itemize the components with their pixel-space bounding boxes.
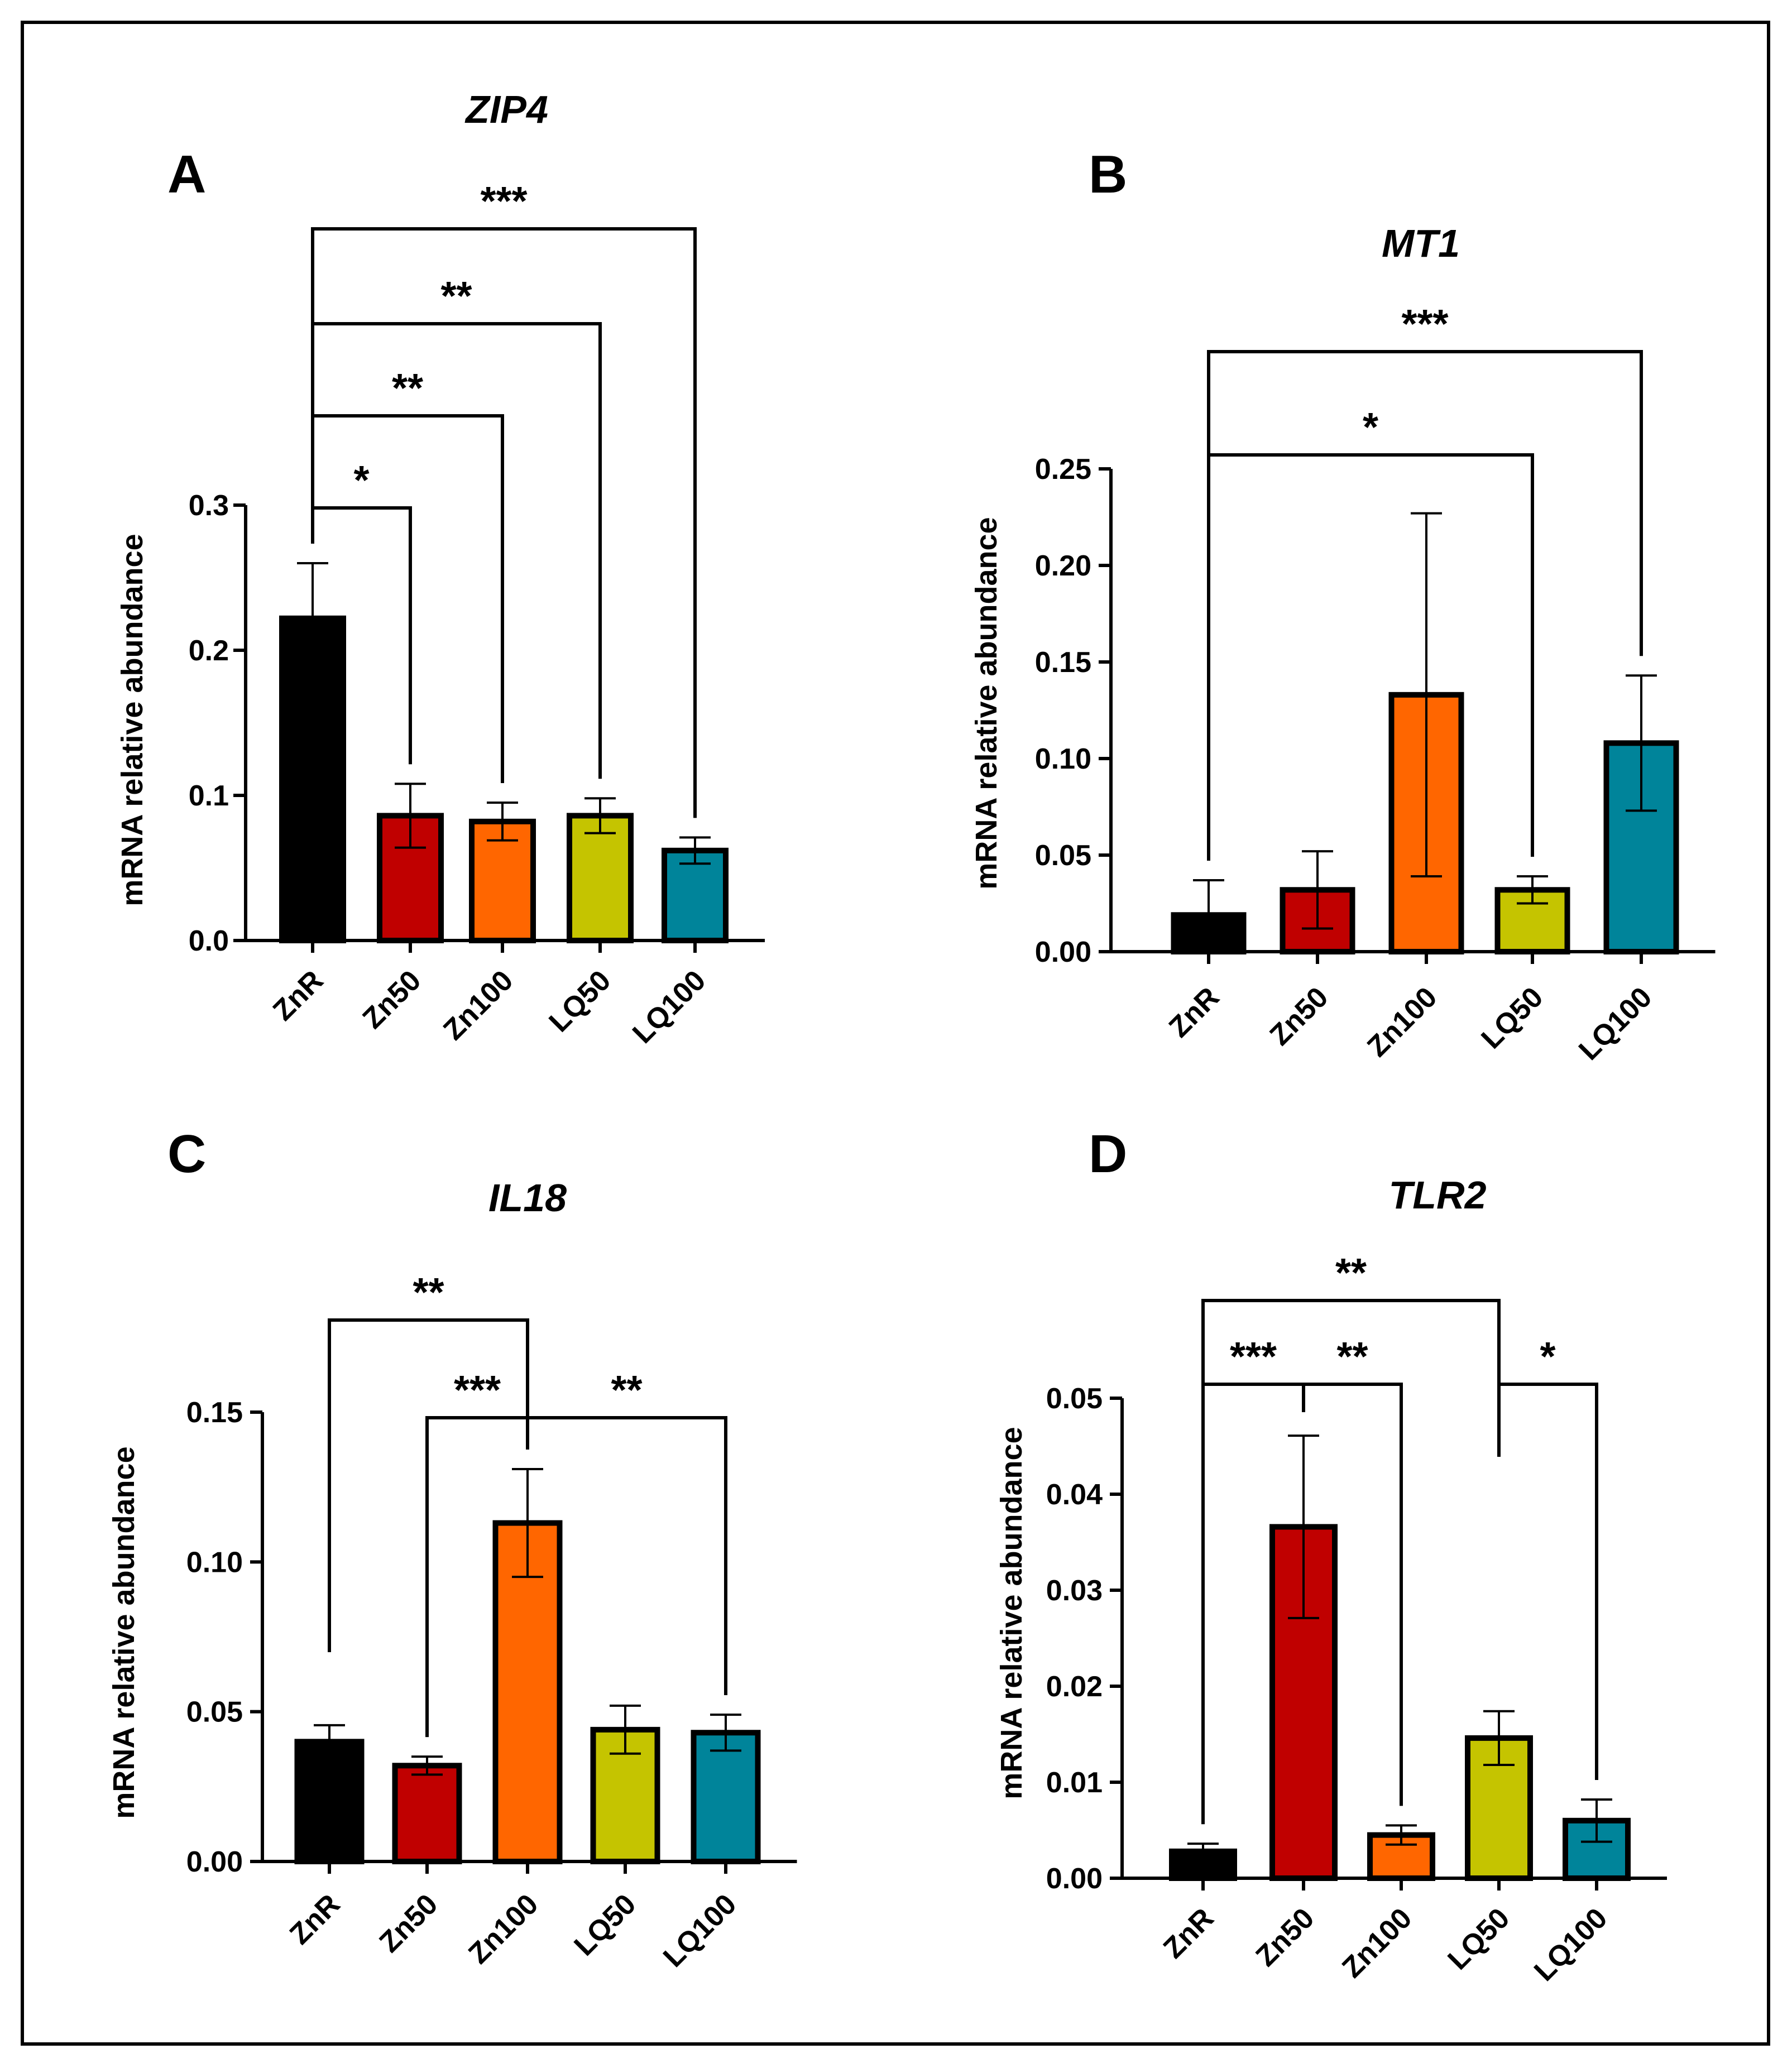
panel-d-error-bar-lq100: [1581, 1798, 1612, 1843]
panel-a-error-bar-znr: [297, 562, 328, 675]
panel-d-significance-label: **: [1336, 1335, 1368, 1379]
panel-a-bar-lq50: [567, 813, 634, 944]
panel-d-y-axis-title: mRNA relative abundance: [995, 1427, 1028, 1799]
panel-c-significance-label: **: [413, 1270, 444, 1315]
panel-b-significance-bracket: ***: [1207, 302, 1643, 861]
panel-a-title: ZIP4: [464, 88, 548, 131]
panel-d-letter: D: [1089, 1124, 1127, 1184]
panel-d-significance-label: ***: [1230, 1335, 1277, 1379]
panel-b-y-tick-label: 0.15: [1035, 646, 1091, 679]
panel-c-error-bar-zn50: [411, 1755, 443, 1776]
panel-d-error-bar-znr: [1187, 1843, 1219, 1860]
panel-c-y-tick-label: 0.10: [186, 1546, 243, 1578]
panel-d-y-tick-label: 0.04: [1046, 1479, 1103, 1511]
panel-d-y-tick-label: 0.03: [1046, 1575, 1103, 1607]
panel-c-bar-znr: [294, 1739, 365, 1864]
panel-a-y-tick-label: 0.0: [189, 925, 229, 957]
panel-b-significance-label: *: [1363, 405, 1378, 450]
panel-a-significance-label: ***: [480, 179, 527, 224]
panel-d-error-bar-zn100: [1386, 1824, 1417, 1846]
panel-a-error-bar-lq100: [679, 836, 711, 865]
panel-a-significance-bracket: ***: [311, 179, 697, 818]
panel-d-y-tick-label: 0.00: [1046, 1863, 1103, 1895]
panel-b-letter: B: [1089, 145, 1127, 204]
panel-b-error-bar-zn100: [1411, 512, 1442, 878]
panel-c-significance-bracket: **: [328, 1270, 529, 1652]
panel-c-y-axis-title: mRNA relative abundance: [107, 1446, 141, 1819]
panel-b-significance-label: ***: [1401, 302, 1448, 347]
panel-d-significance-label: *: [1540, 1335, 1555, 1379]
panel-a-letter: A: [167, 145, 206, 204]
panel-d-title: TLR2: [1389, 1173, 1487, 1217]
panel-a-error-bar-zn100: [487, 802, 518, 842]
panel-b-error-bar-zn50: [1302, 850, 1333, 930]
panel-a-y-tick-label: 0.3: [189, 490, 229, 522]
panel-d-significance-label: **: [1335, 1251, 1367, 1296]
panel-a-significance-label: **: [440, 274, 472, 319]
panel-a-y-axis-title: mRNA relative abundance: [116, 534, 149, 906]
panel-b-y-tick-label: 0.05: [1035, 839, 1091, 872]
panel-b-y-tick-label: 0.20: [1035, 550, 1091, 582]
panel-a-y-tick-label: 0.2: [189, 635, 229, 667]
panel-c-error-bar-znr: [314, 1724, 345, 1759]
panel-b-error-bar-lq100: [1626, 674, 1657, 812]
panel-d-y-tick-label: 0.05: [1046, 1383, 1103, 1415]
panel-c-letter: C: [167, 1124, 206, 1184]
panel-c-error-bar-lq100: [710, 1714, 741, 1752]
panel-d-significance-bracket: *: [1497, 1335, 1598, 1780]
panel-d-error-bar-zn50: [1288, 1434, 1319, 1619]
panel-c-significance-label: **: [611, 1368, 642, 1413]
panel-d-y-tick-label: 0.01: [1046, 1767, 1103, 1799]
panel-c-error-bar-zn100: [512, 1467, 543, 1578]
panel-d-significance-bracket: **: [1201, 1251, 1501, 1825]
panel-c-significance-bracket: **: [526, 1368, 727, 1696]
panel-a-error-bar-lq50: [584, 797, 616, 834]
panel-b-y-axis-title: mRNA relative abundance: [970, 517, 1003, 889]
panel-c-title: IL18: [488, 1176, 567, 1220]
panel-b-title: MT1: [1382, 222, 1460, 265]
panel-c-y-tick-label: 0.05: [186, 1696, 243, 1729]
panel-c-significance-label: ***: [454, 1368, 501, 1413]
panel-b-y-tick-label: 0.00: [1035, 936, 1091, 968]
panel-a-significance-label: **: [392, 366, 423, 411]
panel-d-error-bar-lq50: [1483, 1710, 1515, 1767]
panel-b-y-tick-label: 0.25: [1035, 453, 1091, 486]
panel-b-error-bar-znr: [1193, 879, 1224, 951]
panel-c-bar-zn100: [492, 1520, 563, 1864]
panel-b-error-bar-lq50: [1517, 875, 1548, 905]
panel-a-significance-label: *: [353, 458, 369, 503]
panel-d-y-tick-label: 0.02: [1046, 1671, 1103, 1703]
panel-d-significance-bracket: **: [1302, 1335, 1403, 1806]
panel-c-error-bar-lq50: [610, 1704, 641, 1755]
panel-c-y-tick-label: 0.15: [186, 1397, 243, 1429]
panel-c-bar-zn50: [392, 1763, 462, 1864]
panel-c-y-tick-label: 0.00: [186, 1846, 243, 1878]
panel-a-y-tick-label: 0.1: [189, 780, 229, 812]
panel-c-bar-lq100: [691, 1730, 761, 1865]
panel-b-y-tick-label: 0.10: [1035, 743, 1091, 775]
panel-a-error-bar-zn50: [395, 783, 426, 849]
